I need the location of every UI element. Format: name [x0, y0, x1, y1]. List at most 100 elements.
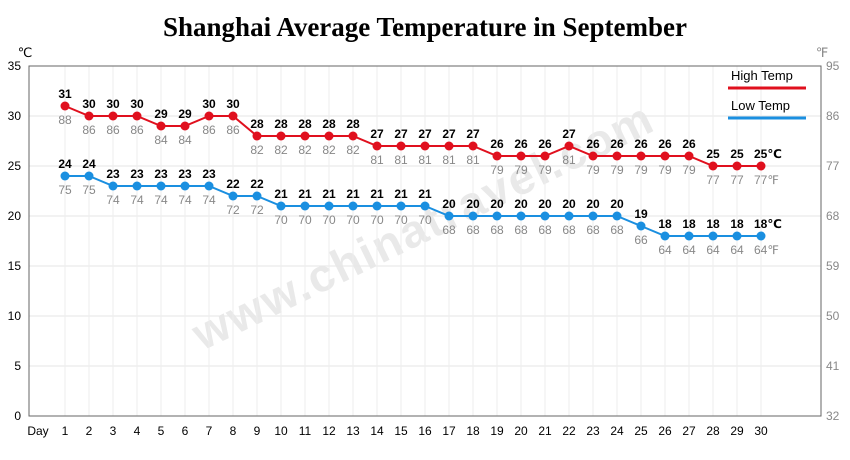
low-temp-point: [564, 211, 574, 221]
low-temp-label-f: 75: [58, 183, 72, 197]
low-temp-point: [444, 211, 454, 221]
low-temp-label-c: 23: [106, 167, 120, 181]
high-temp-label-f: 82: [346, 143, 360, 157]
high-temp-label-f: 86: [202, 123, 216, 137]
low-temp-label-c: 23: [178, 167, 192, 181]
high-temp-label-c: 26: [490, 137, 504, 151]
high-temp-label-f: 79: [610, 163, 624, 177]
high-temp-label-f: 77: [730, 173, 744, 187]
high-temp-label-c: 27: [562, 127, 576, 141]
low-temp-label-c: 19: [634, 207, 648, 221]
high-temp-point: [228, 111, 238, 121]
high-temp-label-f: 79: [538, 163, 552, 177]
plot-frame: [28, 65, 822, 417]
low-temp-label-f: 74: [130, 193, 144, 207]
low-temp-point: [60, 171, 70, 181]
high-temp-label-c: 25℃: [754, 147, 782, 161]
y-left-tick-label: 0: [14, 409, 21, 423]
x-tick-label: 10: [274, 424, 288, 438]
low-temp-point: [204, 181, 214, 191]
x-tick-label: 17: [442, 424, 456, 438]
low-temp-label-c: 18: [658, 217, 672, 231]
low-temp-point: [228, 191, 238, 201]
low-temp-label-c: 23: [202, 167, 216, 181]
x-tick-label: 5: [158, 424, 165, 438]
high-temp-label-c: 25: [706, 147, 720, 161]
x-tick-label: 28: [706, 424, 720, 438]
x-tick-label: 4: [134, 424, 141, 438]
high-temp-label-c: 30: [106, 97, 120, 111]
high-temp-label-c: 27: [466, 127, 480, 141]
high-temp-label-f: 81: [418, 153, 432, 167]
high-temp-label-f: 84: [154, 133, 168, 147]
low-temp-point: [732, 231, 742, 241]
x-tick-label: 16: [418, 424, 432, 438]
low-temp-label-f: 68: [466, 223, 480, 237]
y-right-tick-label: 50: [826, 309, 840, 323]
high-temp-point: [156, 121, 166, 131]
high-temp-point: [204, 111, 214, 121]
high-temp-label-c: 27: [418, 127, 432, 141]
y-left-tick-label: 5: [14, 359, 21, 373]
high-temp-label-f: 82: [322, 143, 336, 157]
low-temp-point: [636, 221, 646, 231]
low-temp-label-f: 70: [346, 213, 360, 227]
high-temp-label-f: 79: [586, 163, 600, 177]
chart-title: Shanghai Average Temperature in Septembe…: [163, 12, 687, 42]
legend-label-low: Low Temp: [731, 98, 790, 113]
low-temp-label-f: 68: [538, 223, 552, 237]
low-temp-point: [588, 211, 598, 221]
high-temp-label-c: 25: [730, 147, 744, 161]
high-temp-label-f: 81: [442, 153, 456, 167]
high-temp-label-f: 82: [298, 143, 312, 157]
x-tick-label: 30: [754, 424, 768, 438]
low-temp-label-c: 20: [490, 197, 504, 211]
y-left-tick-label: 35: [8, 59, 22, 73]
x-tick-label: 2: [86, 424, 93, 438]
high-temp-label-f: 86: [106, 123, 120, 137]
low-temp-label-c: 18℃: [754, 217, 782, 231]
high-temp-label-c: 30: [130, 97, 144, 111]
low-temp-point: [84, 171, 94, 181]
high-temp-label-c: 26: [586, 137, 600, 151]
low-temp-label-c: 21: [346, 187, 360, 201]
high-temp-point: [540, 151, 550, 161]
low-temp-label-f: 68: [562, 223, 576, 237]
y-right-tick-label: 41: [826, 359, 840, 373]
high-temp-label-c: 26: [634, 137, 648, 151]
y-left-tick-label: 20: [8, 209, 22, 223]
high-temp-label-c: 27: [370, 127, 384, 141]
low-temp-label-c: 20: [610, 197, 624, 211]
low-temp-point: [684, 231, 694, 241]
low-temp-point: [708, 231, 718, 241]
low-temp-label-f: 66: [634, 233, 648, 247]
high-temp-point: [348, 131, 358, 141]
low-temp-label-c: 18: [682, 217, 696, 231]
high-temp-label-f: 86: [130, 123, 144, 137]
low-temp-point: [540, 211, 550, 221]
high-temp-point: [372, 141, 382, 151]
low-temp-label-f: 70: [370, 213, 384, 227]
high-temp-label-f: 79: [682, 163, 696, 177]
high-temp-point: [708, 161, 718, 171]
high-temp-label-c: 31: [58, 87, 72, 101]
low-temp-point: [516, 211, 526, 221]
high-temp-point: [588, 151, 598, 161]
low-temp-label-c: 18: [730, 217, 744, 231]
x-tick-label: 23: [586, 424, 600, 438]
low-temp-label-c: 20: [562, 197, 576, 211]
low-temp-label-c: 23: [130, 167, 144, 181]
low-temp-point: [156, 181, 166, 191]
x-tick-label: 8: [230, 424, 237, 438]
high-temp-label-f: 81: [562, 153, 576, 167]
low-temp-label-f: 70: [274, 213, 288, 227]
high-temp-label-f: 77℉: [754, 173, 779, 187]
low-temp-point: [180, 181, 190, 191]
x-tick-label: 14: [370, 424, 384, 438]
low-temp-label-f: 74: [202, 193, 216, 207]
high-temp-label-f: 88: [58, 113, 72, 127]
low-temp-label-c: 21: [370, 187, 384, 201]
x-tick-label: 9: [254, 424, 261, 438]
low-temp-point: [468, 211, 478, 221]
